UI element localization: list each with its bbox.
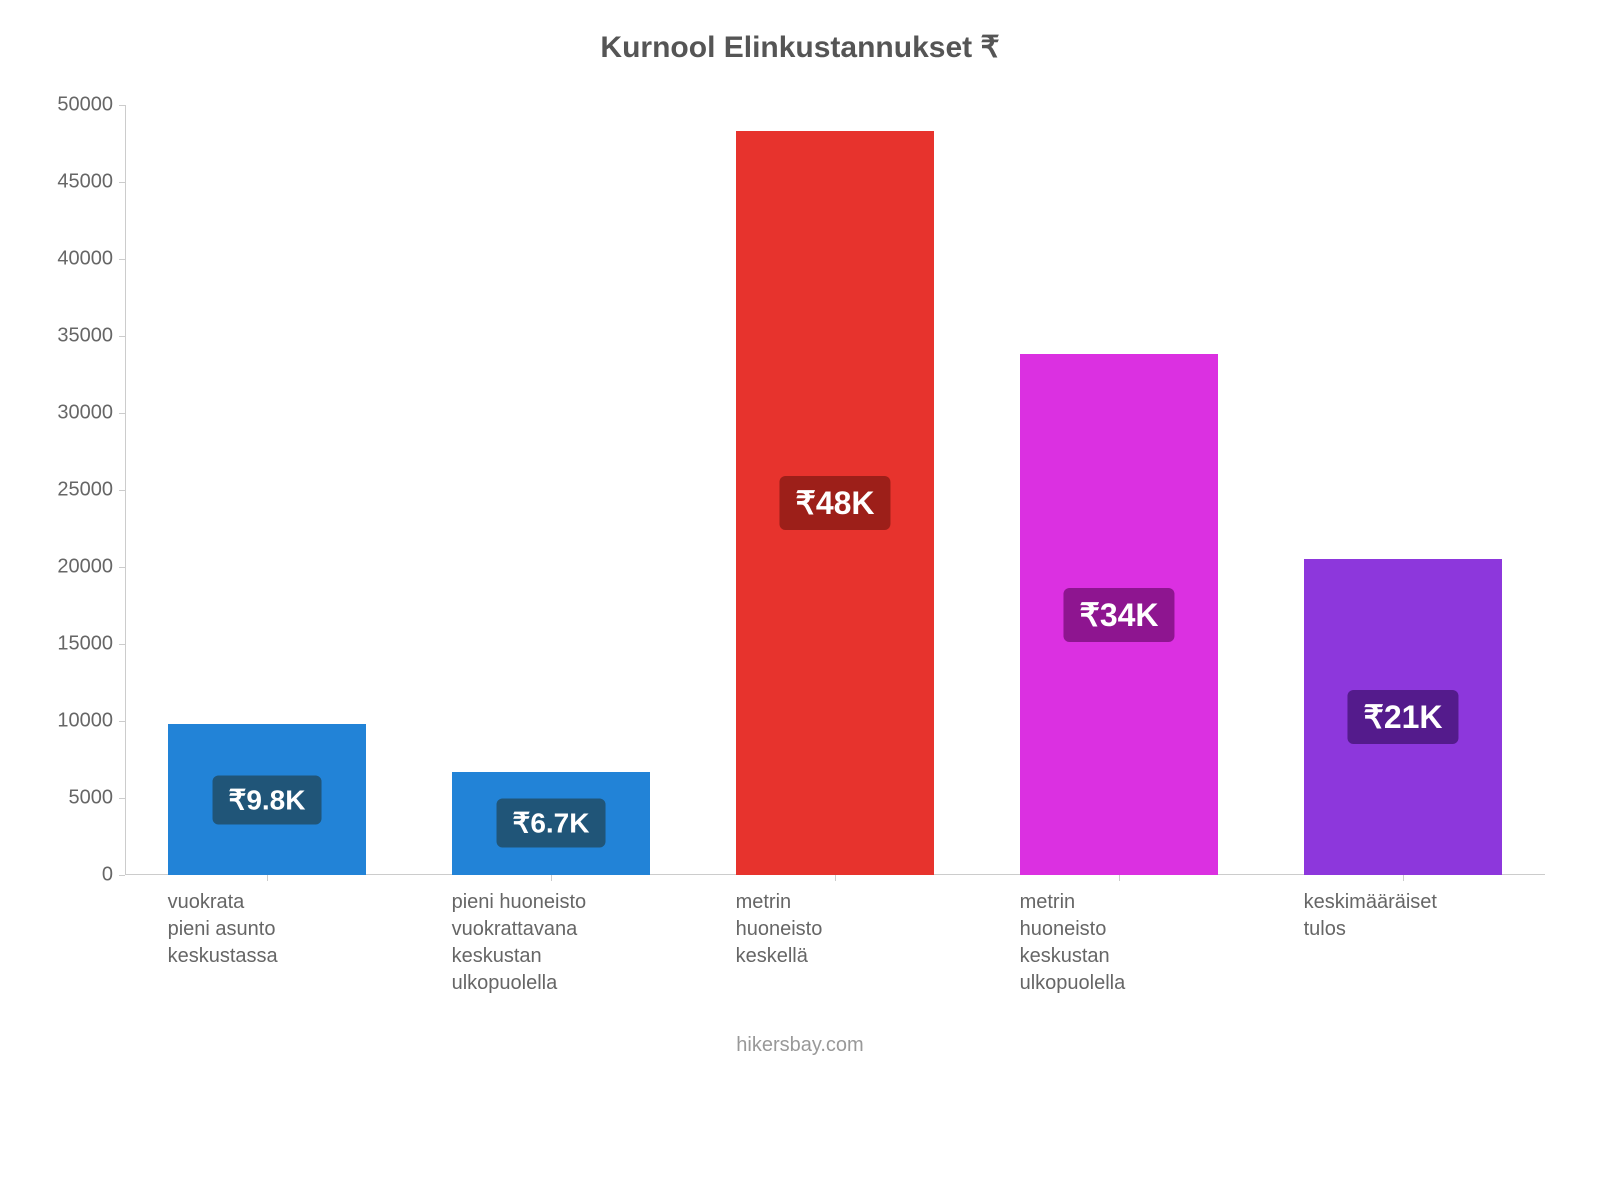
bar-value-badge: ₹34K bbox=[1063, 588, 1174, 642]
y-tick-label: 40000 bbox=[57, 248, 113, 271]
chart-area: 0 5000 10000 15000 20000 25000 30000 35000 40000… bbox=[30, 85, 1570, 1085]
y-tick-label: 0 bbox=[102, 864, 113, 887]
x-tick bbox=[1119, 875, 1120, 881]
plot-area: 0500010000150002000025000300003500040000… bbox=[125, 105, 1545, 875]
y-tick bbox=[119, 875, 125, 876]
y-tick-label: 25000 bbox=[57, 479, 113, 502]
y-tick bbox=[119, 721, 125, 722]
y-tick bbox=[119, 336, 125, 337]
y-tick bbox=[119, 182, 125, 183]
x-tick bbox=[1403, 875, 1404, 881]
y-tick bbox=[119, 644, 125, 645]
x-tick bbox=[267, 875, 268, 881]
x-category-label: pieni huoneisto vuokrattavana keskustan … bbox=[452, 889, 587, 997]
chart-title: Kurnool Elinkustannukset ₹ bbox=[0, 30, 1600, 65]
y-tick-label: 5000 bbox=[69, 787, 114, 810]
y-tick bbox=[119, 798, 125, 799]
y-tick-label: 50000 bbox=[57, 94, 113, 117]
y-tick bbox=[119, 490, 125, 491]
bar-value-badge: ₹21K bbox=[1347, 690, 1458, 744]
x-category-label: metrin huoneisto keskellä bbox=[736, 889, 823, 970]
y-tick-label: 10000 bbox=[57, 710, 113, 733]
chart-container: Kurnool Elinkustannukset ₹ 0 5000 10000 150… bbox=[0, 0, 1600, 1200]
y-axis bbox=[125, 105, 126, 875]
x-category-label: vuokrata pieni asunto keskustassa bbox=[168, 889, 278, 970]
y-tick-label: 15000 bbox=[57, 633, 113, 656]
y-tick-label: 45000 bbox=[57, 171, 113, 194]
bar-value-badge: ₹9.8K bbox=[213, 775, 322, 824]
y-tick-label: 35000 bbox=[57, 325, 113, 348]
y-tick bbox=[119, 259, 125, 260]
y-tick bbox=[119, 413, 125, 414]
y-tick-label: 20000 bbox=[57, 556, 113, 579]
x-category-label: keskimääräiset tulos bbox=[1304, 889, 1437, 943]
x-tick bbox=[835, 875, 836, 881]
y-tick bbox=[119, 567, 125, 568]
x-tick bbox=[551, 875, 552, 881]
bar-value-badge: ₹6.7K bbox=[497, 799, 606, 848]
y-tick bbox=[119, 105, 125, 106]
credit-label: hikersbay.com bbox=[30, 1034, 1570, 1057]
bar-value-badge: ₹48K bbox=[779, 476, 890, 530]
x-category-label: metrin huoneisto keskustan ulkopuolella bbox=[1020, 889, 1126, 997]
y-tick-label: 30000 bbox=[57, 402, 113, 425]
